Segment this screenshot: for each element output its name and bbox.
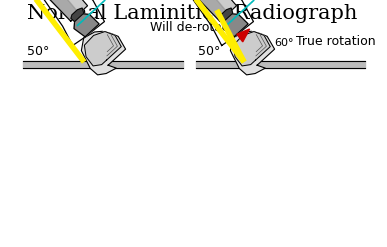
- Text: 50°: 50°: [199, 45, 221, 58]
- Polygon shape: [196, 0, 228, 21]
- Text: True rotation: True rotation: [296, 35, 376, 48]
- FancyBboxPatch shape: [23, 61, 183, 68]
- FancyBboxPatch shape: [196, 61, 365, 68]
- Polygon shape: [223, 14, 248, 37]
- Text: Normal Laminitic - Radiograph: Normal Laminitic - Radiograph: [27, 4, 357, 23]
- Polygon shape: [71, 8, 84, 21]
- Polygon shape: [196, 0, 236, 21]
- Polygon shape: [220, 8, 233, 21]
- Polygon shape: [237, 29, 250, 42]
- Polygon shape: [74, 14, 99, 37]
- Polygon shape: [47, 0, 79, 21]
- Polygon shape: [230, 31, 275, 75]
- Polygon shape: [84, 32, 121, 66]
- Polygon shape: [81, 31, 126, 75]
- Polygon shape: [233, 32, 270, 66]
- Text: 60°: 60°: [274, 38, 294, 48]
- Polygon shape: [47, 0, 87, 21]
- Text: Will de-rotate: Will de-rotate: [150, 21, 235, 34]
- Text: 50°: 50°: [27, 45, 49, 58]
